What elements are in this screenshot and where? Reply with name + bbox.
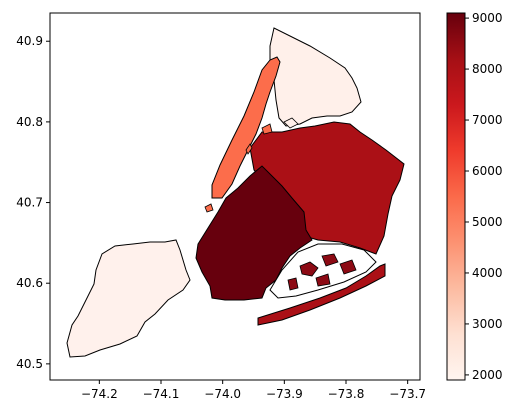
colorbar-tick-label: 3000 <box>472 317 503 331</box>
island-randalls <box>261 123 273 135</box>
y-tick-label: 40.9 <box>16 34 43 48</box>
colorbar-tick-label: 4000 <box>472 266 503 280</box>
x-tick-label: −74.2 <box>81 387 118 401</box>
y-tick-label: 40.6 <box>16 276 43 290</box>
bay-island-3 <box>339 259 357 275</box>
x-tick-label: −73.8 <box>328 387 365 401</box>
x-tick-label: −73.9 <box>266 387 303 401</box>
bay-island-4 <box>315 273 331 287</box>
colorbar-tick-label: 7000 <box>472 113 503 127</box>
x-axis: −74.2 −74.1 −74.0 −73.9 −73.8 −73.7 <box>81 380 426 401</box>
colorbar-axis: 2000 3000 4000 5000 6000 7000 8000 9000 <box>465 11 503 382</box>
colorbar-tick-label: 2000 <box>472 368 503 382</box>
bay-island-5 <box>287 277 299 291</box>
region-manhattan <box>211 56 281 199</box>
island-rikers <box>283 117 299 129</box>
x-tick-label: −74.0 <box>204 387 241 401</box>
y-tick-label: 40.8 <box>16 115 43 129</box>
colorbar-tick-label: 5000 <box>472 215 503 229</box>
x-tick-label: −73.7 <box>389 387 426 401</box>
y-tick-label: 40.7 <box>16 196 43 210</box>
region-brooklyn <box>195 165 313 301</box>
y-tick-label: 40.5 <box>16 357 43 371</box>
bay-island-2 <box>321 253 339 267</box>
region-bronx <box>269 27 362 127</box>
island-governors <box>204 203 214 213</box>
island-roosevelt <box>245 143 253 155</box>
colorbar-tick-label: 6000 <box>472 164 503 178</box>
colorbar-tick-label: 8000 <box>472 62 503 76</box>
y-axis: 40.5 40.6 40.7 40.8 40.9 <box>16 34 50 371</box>
region-queens-rockaway <box>257 263 386 326</box>
bay-island-1 <box>299 261 319 277</box>
x-tick-label: −74.1 <box>143 387 180 401</box>
region-staten-island <box>66 239 191 358</box>
colorbar <box>446 12 466 381</box>
colorbar-tick-label: 9000 <box>472 11 503 25</box>
